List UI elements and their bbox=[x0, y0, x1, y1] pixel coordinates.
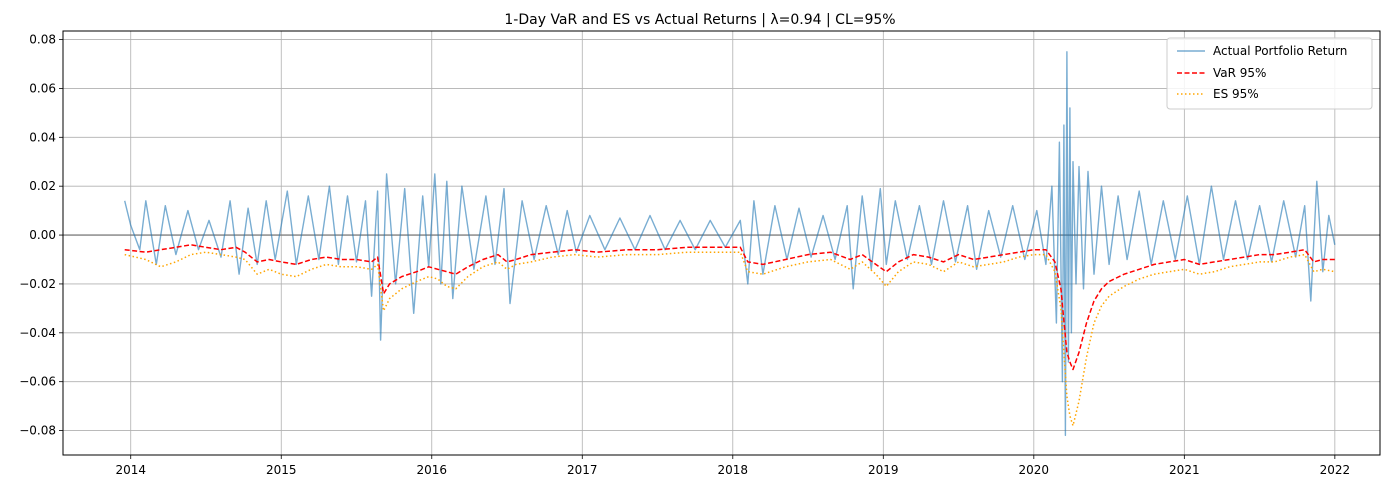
legend-label-actual: Actual Portfolio Return bbox=[1213, 44, 1347, 58]
y-tick-label: −0.02 bbox=[19, 277, 56, 291]
x-tick-label: 2015 bbox=[266, 463, 297, 477]
legend-label-es: ES 95% bbox=[1213, 87, 1259, 101]
axes-frame bbox=[62, 30, 1381, 456]
series-line-0 bbox=[124, 51, 1336, 437]
x-tick-label: 2014 bbox=[115, 463, 146, 477]
y-tick-label: −0.04 bbox=[19, 326, 56, 340]
y-tick-label: 0.04 bbox=[29, 130, 56, 144]
legend-label-var: VaR 95% bbox=[1213, 66, 1266, 80]
x-axis: 2014 2015 2016 2017 2018 2019 2020 2021 2022 bbox=[115, 455, 1350, 477]
x-tick-label: 2021 bbox=[1169, 463, 1200, 477]
x-tick-label: 2020 bbox=[1019, 463, 1050, 477]
plot-area bbox=[124, 51, 1336, 437]
y-tick-label: 0.08 bbox=[29, 33, 56, 47]
y-axis: −0.08 −0.06 −0.04 −0.02 0.00 0.02 0.04 0.06 0.08 bbox=[19, 33, 63, 438]
x-tick-label: 2017 bbox=[567, 463, 598, 477]
legend: Actual Portfolio Return VaR 95% ES 95% bbox=[1166, 37, 1373, 110]
x-tick-label: 2018 bbox=[718, 463, 749, 477]
legend-box bbox=[1166, 37, 1373, 110]
y-tick-label: 0.06 bbox=[29, 81, 56, 95]
x-tick-label: 2019 bbox=[868, 463, 899, 477]
y-tick-label: −0.06 bbox=[19, 375, 56, 389]
chart-title: 1-Day VaR and ES vs Actual Returns | λ=0… bbox=[504, 12, 895, 28]
x-tick-label: 2016 bbox=[416, 463, 447, 477]
y-tick-label: 0.02 bbox=[29, 179, 56, 193]
y-tick-label: 0.00 bbox=[29, 228, 56, 242]
x-tick-label: 2022 bbox=[1320, 463, 1351, 477]
series-line-1 bbox=[124, 244, 1335, 371]
y-tick-label: −0.08 bbox=[19, 424, 56, 438]
